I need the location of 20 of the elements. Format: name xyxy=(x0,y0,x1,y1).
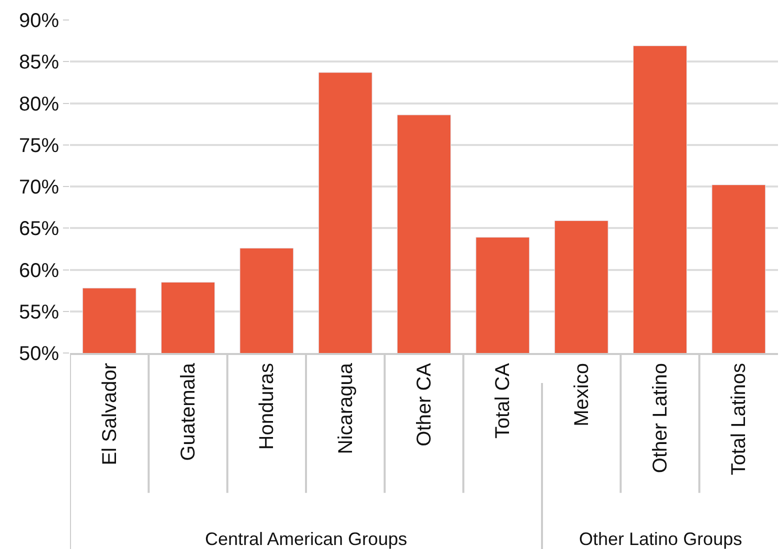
x-tick-label: Mexico xyxy=(570,363,593,426)
x-tick-label: El Salvador xyxy=(98,362,121,466)
y-tick-label: 80% xyxy=(18,93,60,116)
y-tick-label: 50% xyxy=(18,343,60,365)
y-tick-label: 60% xyxy=(18,260,60,282)
text: Central American Groups xyxy=(205,529,408,549)
y-tick-label: 70% xyxy=(18,176,60,198)
y-tick-label: 75% xyxy=(18,134,60,157)
y-tick-label: 90% xyxy=(18,10,60,32)
x-tick-label: Other Latino xyxy=(650,363,672,474)
text: Other Latino Groups xyxy=(579,529,742,549)
x-tick-label: Honduras xyxy=(256,363,278,450)
y-tick-label: 65% xyxy=(18,218,60,240)
x-tick-label: Nicaragua xyxy=(334,362,357,454)
x-tick-label: Total CA xyxy=(492,362,514,439)
x-tick-label: Total Latinos xyxy=(728,363,750,476)
x-tick-label: Guatemala xyxy=(178,362,200,461)
y-tick-label: 85% xyxy=(18,52,60,74)
y-tick-label: 55% xyxy=(18,301,60,324)
x-tick-label: Other CA xyxy=(414,362,436,446)
